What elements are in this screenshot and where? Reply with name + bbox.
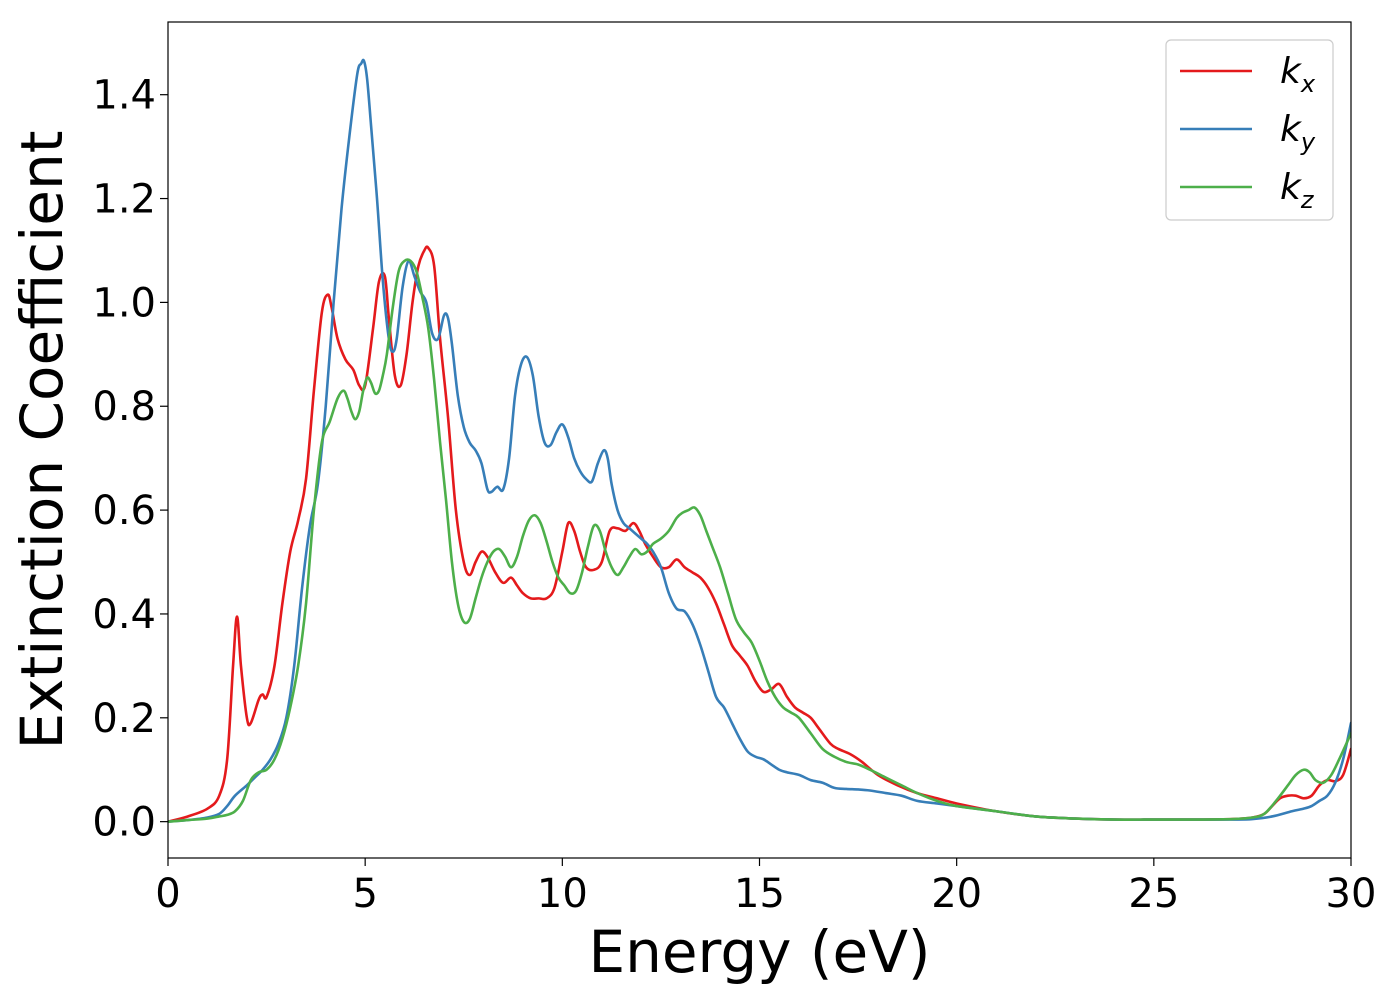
- x-tick-label: 5: [352, 871, 377, 917]
- legend-label-base: k: [1280, 51, 1303, 92]
- y-tick-label: 0.8: [92, 384, 156, 430]
- x-tick-label: 20: [931, 871, 982, 917]
- x-tick-label: 25: [1128, 871, 1179, 917]
- y-tick-label: 0.6: [92, 488, 156, 534]
- legend-label-base: k: [1280, 109, 1303, 150]
- x-axis: 0 5 10 15 20 25 30: [155, 858, 1376, 917]
- y-tick-label: 0.2: [92, 696, 156, 742]
- legend-label-base: k: [1280, 167, 1303, 208]
- y-tick-label: 1.4: [92, 73, 156, 119]
- x-axis-label: Energy (eV): [588, 918, 930, 986]
- y-tick-label: 1.0: [92, 280, 156, 326]
- x-tick-label: 0: [155, 871, 180, 917]
- y-axis-label: Extinction Coefficient: [8, 131, 76, 750]
- y-axis: 0.0 0.2 0.4 0.6 0.8 1.0 1.2 1.4: [92, 73, 168, 846]
- legend-label-subscript: x: [1300, 70, 1316, 98]
- legend-label: kz: [1280, 167, 1315, 214]
- series-layer: [168, 58, 1351, 823]
- x-tick-label: 15: [734, 871, 785, 917]
- legend-label: ky: [1280, 109, 1316, 156]
- y-tick-label: 0.0: [92, 800, 156, 846]
- legend-label-subscript: y: [1300, 128, 1316, 156]
- legend-label: kx: [1280, 51, 1316, 98]
- legend-item-x: kx: [1180, 51, 1316, 98]
- x-tick-label: 30: [1326, 871, 1377, 917]
- series-line-y: [168, 58, 1351, 823]
- x-tick-label: 10: [537, 871, 588, 917]
- y-tick-label: 1.2: [92, 177, 156, 223]
- legend-item-z: kz: [1180, 167, 1315, 214]
- y-tick-label: 0.4: [92, 592, 156, 638]
- legend-label-subscript: z: [1300, 186, 1315, 214]
- series-line-z: [168, 258, 1351, 823]
- legend-item-y: ky: [1180, 109, 1316, 156]
- series-line-x: [168, 245, 1351, 823]
